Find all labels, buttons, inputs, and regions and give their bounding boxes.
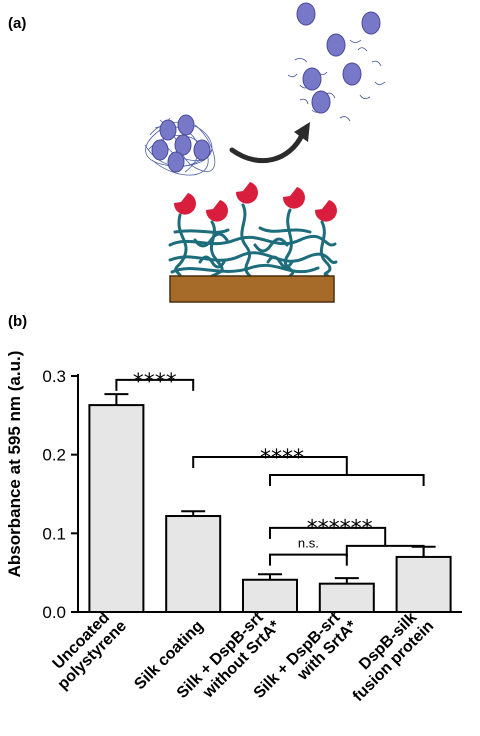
y-tick-label: 0.1	[42, 524, 66, 543]
bacterium-cell	[302, 67, 322, 91]
enzyme-domain	[173, 193, 196, 215]
bar	[395, 555, 452, 614]
bar	[165, 515, 222, 614]
significance-bracket	[115, 378, 195, 391]
absorbance-bar-chart: Absorbance at 595 nm (a.u.) 0.0 0.1 0.2 0.3…	[5, 351, 462, 705]
bacterium-cell	[326, 33, 346, 57]
panel-a-label: (a)	[8, 15, 26, 32]
enzyme-domain	[205, 200, 228, 222]
significance-bracket	[269, 526, 387, 546]
silk-coated-surface	[168, 182, 338, 303]
significance-bracket	[269, 474, 425, 487]
substrate-block	[169, 275, 335, 303]
bacterium-cell	[296, 2, 316, 26]
bacteria-biofilm-cluster	[144, 114, 216, 176]
y-tick-label: 0.2	[42, 446, 66, 465]
enzyme-domain	[282, 187, 305, 209]
significance-label: ****	[133, 370, 177, 395]
enzyme-domain	[314, 200, 337, 222]
bacterium-cell	[174, 134, 192, 156]
bacterium-cell	[361, 11, 381, 35]
bar	[88, 404, 145, 613]
bacterium-cell	[342, 62, 362, 86]
dispersed-bacteria	[287, 2, 386, 122]
category-label: DspB-silkfusion protein	[337, 605, 437, 705]
bacterium-cell	[193, 139, 211, 161]
bacterium-cell	[167, 151, 185, 173]
bacterium-cell	[311, 90, 331, 114]
significance-label: ****	[260, 446, 304, 471]
enzyme-domains	[173, 182, 337, 222]
significance-brackets: **************n.s.	[115, 370, 425, 566]
bacteria-cells	[151, 114, 211, 173]
bacterium-cell	[177, 114, 195, 136]
significance-bracket	[269, 553, 348, 566]
panel-b-label: (b)	[8, 313, 27, 330]
silk-fibers	[168, 203, 338, 278]
y-tick-label: 0.0	[42, 603, 66, 622]
y-axis-label: Absorbance at 595 nm (a.u.)	[5, 351, 24, 578]
y-ticks: 0.0 0.1 0.2 0.3	[42, 367, 78, 622]
bacterium-cell	[151, 139, 169, 161]
enzyme-domain	[235, 182, 258, 204]
bacterium-cell	[159, 119, 177, 141]
significance-label: ******	[307, 517, 373, 542]
y-tick-label: 0.3	[42, 367, 66, 386]
significance-bracket	[345, 544, 425, 557]
significance-bracket	[192, 456, 348, 476]
bars	[88, 393, 452, 614]
bar	[242, 578, 298, 613]
bar	[318, 582, 375, 613]
significance-label: n.s.	[298, 536, 319, 551]
release-arrow	[229, 122, 310, 164]
